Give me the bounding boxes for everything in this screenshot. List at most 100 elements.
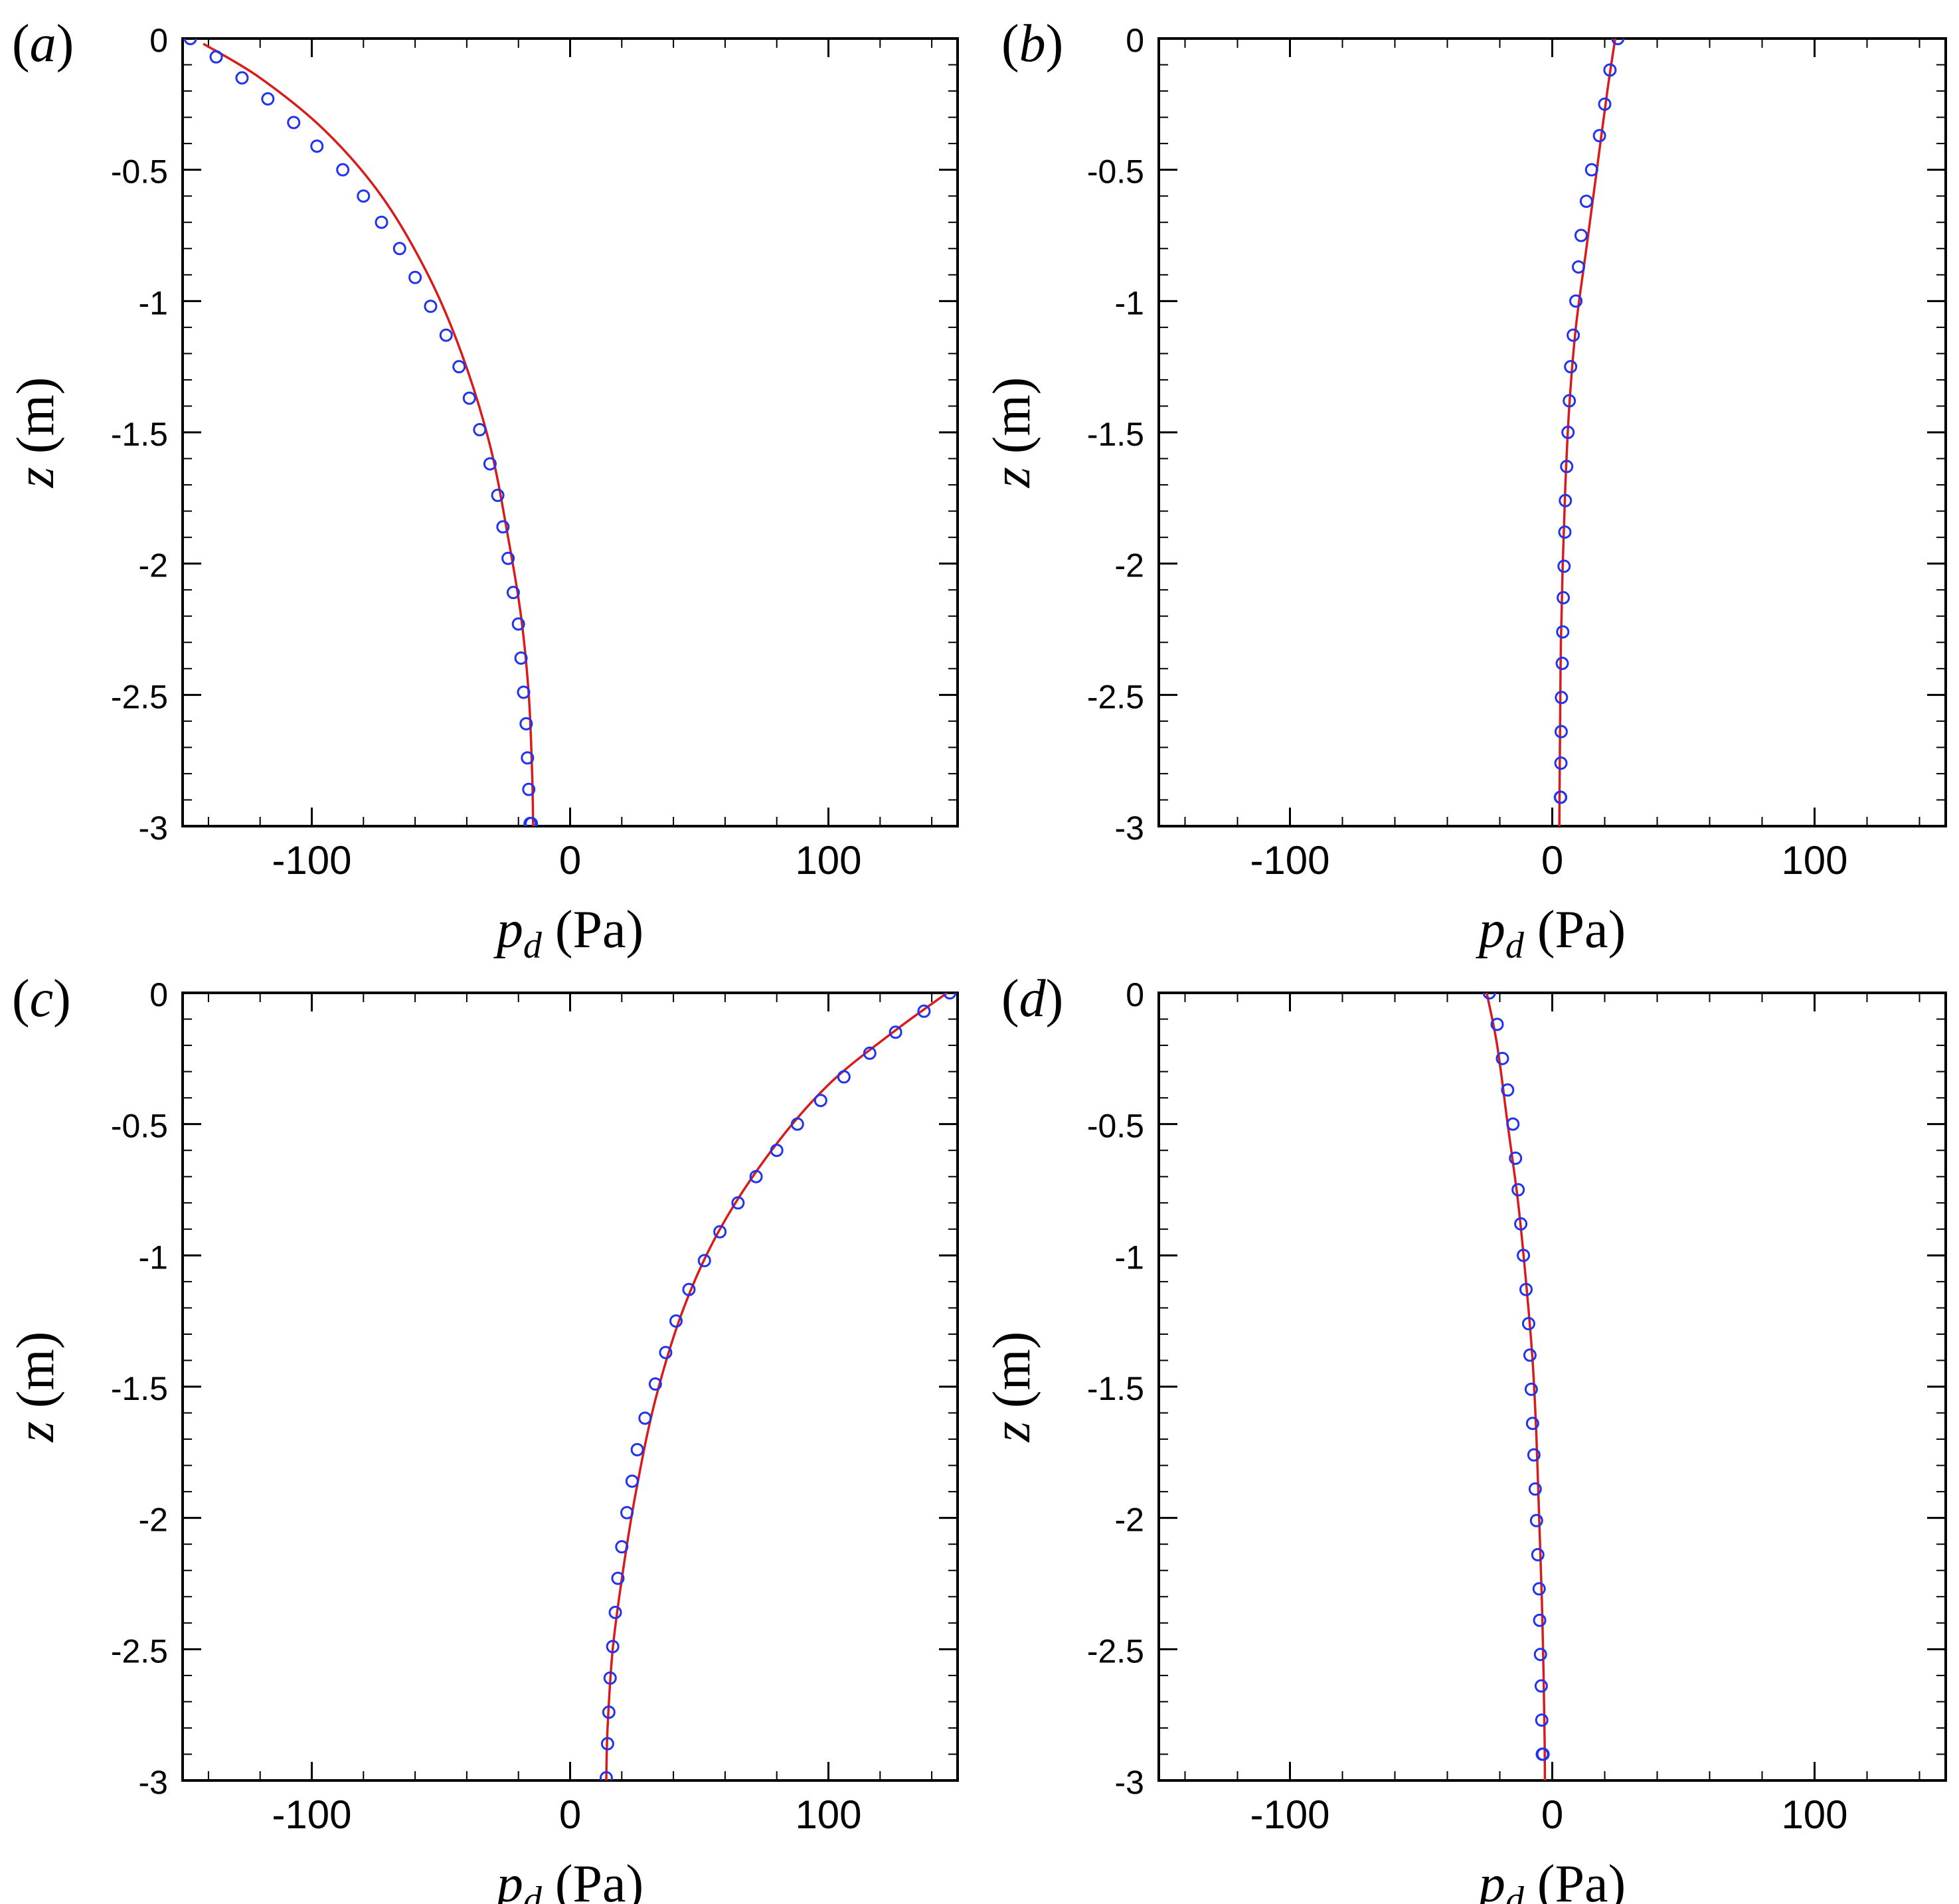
- y-axis-symbol: z: [7, 467, 65, 488]
- panel-label: (b): [1001, 15, 1063, 73]
- data-point: [615, 1540, 629, 1554]
- data-point: [522, 782, 536, 796]
- x-axis-subscript: d: [1505, 925, 1525, 966]
- data-point: [511, 617, 525, 631]
- data-point: [1536, 1747, 1550, 1761]
- data-point: [837, 1070, 851, 1084]
- data-point: [1572, 260, 1585, 274]
- y-axis-unit: (m): [7, 377, 65, 468]
- data-point: [1534, 1679, 1548, 1693]
- y-tick-label: -1.5: [1087, 416, 1144, 453]
- data-point: [1532, 1582, 1546, 1596]
- x-tick-label: 0: [559, 838, 581, 883]
- data-point: [517, 685, 531, 699]
- plot-area: [183, 39, 539, 826]
- data-point: [1529, 1514, 1543, 1527]
- data-point: [603, 1671, 617, 1685]
- data-point: [357, 189, 371, 203]
- plot-frame: [181, 992, 959, 1782]
- data-point: [1523, 1348, 1537, 1362]
- data-point: [1559, 493, 1573, 507]
- data-point: [261, 92, 275, 106]
- y-tick-label: -2.5: [111, 678, 168, 715]
- x-tick-label: 100: [1781, 838, 1847, 883]
- data-point: [183, 39, 197, 45]
- data-point: [1560, 460, 1574, 474]
- data-point: [813, 1094, 827, 1108]
- x-axis-title: pd (Pa): [493, 1855, 643, 1904]
- y-tick-label: -1: [139, 284, 168, 321]
- plot-area: [1482, 993, 1550, 1780]
- series-line: [1558, 39, 1617, 826]
- data-point: [514, 651, 528, 665]
- data-point: [917, 1004, 931, 1018]
- panel-label-close: ): [1046, 15, 1064, 73]
- data-point: [1511, 1183, 1525, 1197]
- x-axis-symbol: p: [493, 1855, 523, 1904]
- y-axis-title: z (m): [983, 1332, 1041, 1443]
- y-axis-unit: (m): [983, 1332, 1041, 1422]
- y-tick-label: -0.5: [111, 1108, 168, 1145]
- panel-label-close: ): [56, 15, 74, 73]
- data-point: [310, 139, 324, 153]
- panel-label-letter: d: [1019, 970, 1047, 1028]
- data-point: [749, 1169, 763, 1183]
- y-tick-label: -0.5: [1087, 153, 1144, 191]
- data-point: [1519, 1282, 1533, 1296]
- data-point: [424, 300, 438, 313]
- data-point: [375, 215, 388, 229]
- x-axis-symbol: p: [1476, 901, 1505, 959]
- x-axis-subscript: d: [1505, 1879, 1525, 1904]
- panel-label-close: ): [1046, 970, 1064, 1028]
- data-point: [1527, 1448, 1541, 1462]
- y-tick-label: -3: [1115, 1764, 1144, 1801]
- panel-label-close: ): [53, 970, 71, 1028]
- data-point: [483, 457, 497, 471]
- panel-label: (a): [12, 15, 74, 73]
- x-tick-label: 0: [1541, 1792, 1563, 1837]
- y-axis-symbol: z: [983, 1421, 1041, 1442]
- series-line: [605, 993, 948, 1780]
- data-point: [287, 116, 301, 130]
- data-point: [519, 717, 533, 731]
- plot-frame: [1157, 992, 1947, 1782]
- y-tick-label: -1.5: [111, 416, 168, 453]
- data-point: [608, 1605, 622, 1619]
- x-axis-symbol: p: [1476, 1855, 1505, 1904]
- data-point: [697, 1254, 711, 1268]
- y-tick-label: -3: [1115, 810, 1144, 847]
- data-point: [521, 751, 535, 765]
- panel-label-open: (: [1001, 970, 1019, 1028]
- y-tick-label: 0: [1126, 976, 1144, 1013]
- data-point: [1574, 228, 1588, 242]
- data-point: [1506, 1117, 1520, 1131]
- x-tick-label: -100: [1250, 838, 1329, 883]
- panel-label-letter: a: [30, 15, 56, 73]
- data-point: [1564, 360, 1578, 374]
- y-axis-unit: (m): [7, 1332, 65, 1422]
- data-point: [630, 1442, 644, 1456]
- x-tick-label: 100: [795, 838, 861, 883]
- y-axis-title: z (m): [983, 377, 1041, 489]
- y-tick-label: 0: [149, 22, 168, 59]
- x-tick-label: 0: [559, 1792, 581, 1837]
- data-point: [770, 1144, 784, 1158]
- data-point: [943, 993, 957, 999]
- data-point: [600, 1737, 614, 1751]
- x-tick-label: 0: [1541, 838, 1563, 883]
- data-point: [439, 328, 453, 342]
- y-tick-label: -3: [139, 810, 168, 847]
- data-point: [1567, 328, 1580, 342]
- data-point: [731, 1196, 745, 1210]
- plot-frame: [181, 37, 959, 827]
- data-point: [1509, 1152, 1523, 1166]
- data-point: [506, 586, 520, 600]
- data-point: [669, 1314, 683, 1328]
- data-point: [1569, 294, 1583, 308]
- data-point: [1554, 725, 1568, 738]
- data-point: [1495, 1051, 1509, 1065]
- data-point: [1533, 1648, 1547, 1662]
- y-tick-label: -2: [1115, 547, 1144, 584]
